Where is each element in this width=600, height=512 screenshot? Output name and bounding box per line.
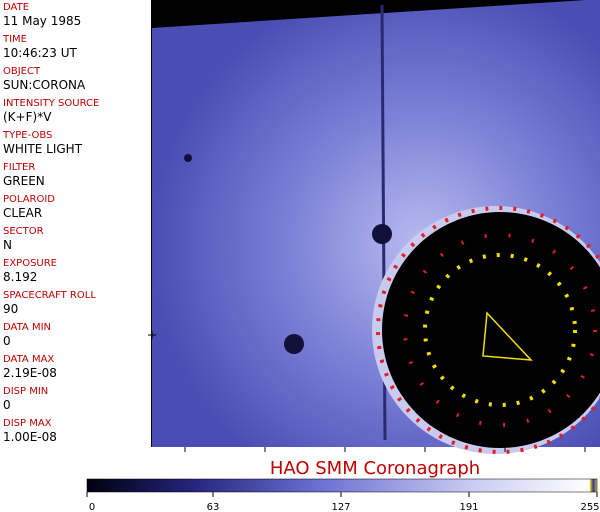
field-label: DISP MAX (3, 418, 52, 429)
field-value: 2.19E-08 (3, 366, 57, 380)
occulter (382, 212, 600, 448)
field-label: INTENSITY SOURCE (3, 98, 100, 109)
metadata-panel: DATE 11 May 1985 TIME 10:46:23 UT OBJECT SUN:… (0, 0, 152, 447)
field-label: SPACECRAFT ROLL (3, 290, 96, 301)
pylon-spot (372, 224, 392, 244)
dust-spot (284, 334, 304, 354)
field-value: (K+F)*V (3, 110, 52, 124)
overlay (376, 206, 600, 454)
colorbar (86, 478, 598, 493)
field-label: FILTER (3, 162, 36, 173)
field-label: OBJECT (3, 66, 41, 77)
field-value: 90 (3, 302, 19, 316)
field-value: 0 (3, 398, 11, 412)
field-value: SUN:CORONA (3, 78, 86, 92)
field-label: POLAROID (3, 194, 56, 205)
field-value: 1.00E-08 (3, 430, 57, 444)
field-label: DISP MIN (3, 386, 49, 397)
dust-spot (184, 154, 192, 162)
field-label: TYPE-OBS (3, 130, 53, 141)
sun-marker (482, 311, 533, 361)
field-value: WHITE LIGHT (3, 142, 83, 156)
colorbar-tick-label: 127 (331, 502, 350, 512)
field-label: SECTOR (3, 226, 44, 237)
footer-title: HAO SMM Coronagraph (270, 458, 480, 479)
colorbar-tick-label: 255 (580, 502, 599, 512)
field-label: TIME (3, 34, 28, 45)
field-value: 8.192 (3, 270, 38, 284)
field-value: 11 May 1985 (3, 14, 82, 28)
field-label: EXPOSURE (3, 258, 58, 269)
field-value: N (3, 238, 12, 252)
colorbar-tick-label: 0 (89, 502, 95, 512)
field-value: CLEAR (3, 206, 43, 220)
field-label: DATA MIN (3, 322, 51, 333)
field-label: DATA MAX (3, 354, 55, 365)
frame-ticks (148, 331, 586, 452)
field-value: GREEN (3, 174, 45, 188)
colorbar-tick-label: 191 (459, 502, 478, 512)
colorbar-tick-label: 63 (207, 502, 220, 512)
field-label: DATE (3, 2, 30, 13)
field-value: 0 (3, 334, 11, 348)
field-value: 10:46:23 UT (3, 46, 77, 60)
